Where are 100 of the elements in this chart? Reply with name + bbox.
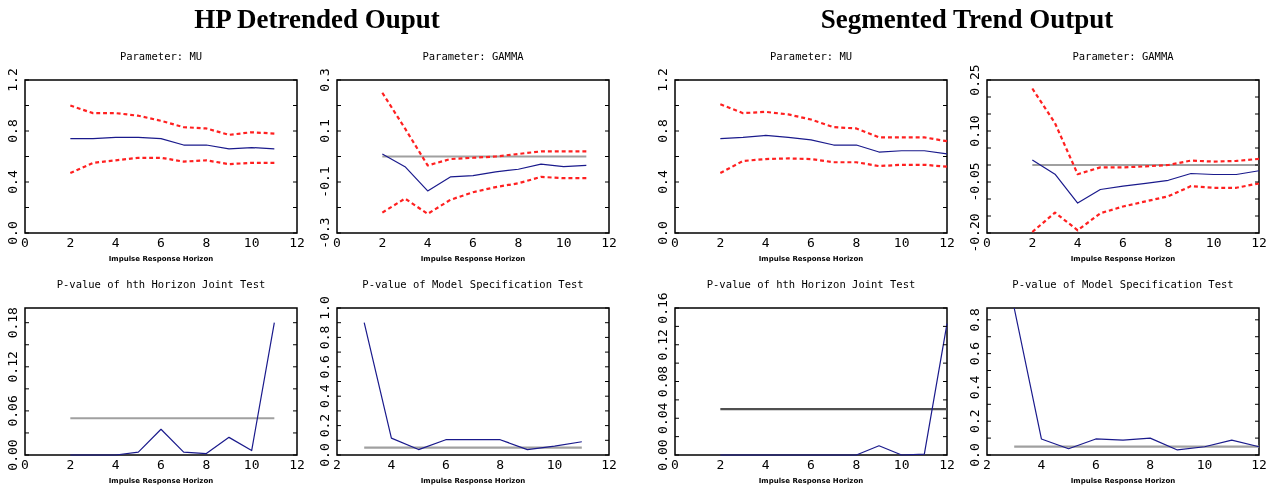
x-tick-label: 4 [1073,235,1082,250]
y-tick-label: 0.6 [967,341,982,366]
line-series [381,153,587,192]
x-tick-label: 10 [1196,457,1213,472]
y-tick-label: 0.12 [655,329,670,361]
x-tick-label: 6 [157,235,165,250]
x-tick-label: 6 [157,457,165,472]
y-tick-label: 0.0 [967,443,982,467]
x-tick-label: 10 [243,457,260,472]
y-tick-label: -0.05 [967,162,982,202]
y-tick-label: 0.00 [5,439,20,471]
x-tick-label: 2 [983,457,991,472]
line-series [719,103,949,143]
x-tick-label: 12 [1251,457,1267,472]
y-tick-label: 0.8 [655,119,670,143]
x-tick-label: 2 [716,235,725,250]
x-tick-label: 2 [66,457,75,472]
x-tick-label: 8 [202,457,211,472]
chart-title: Parameter: MU [769,50,853,62]
x-tick-label: 10 [1205,235,1222,250]
y-tick-label: 1.0 [317,296,332,320]
text: Segmented Trend Output [820,4,1114,34]
x-tick-label: 4 [111,235,120,250]
y-tick-label: 0.04 [655,402,670,434]
chart-title: P-value of hth Horizon Joint Test [706,278,916,290]
x-tick-label: 0 [671,235,679,250]
line-series [1031,87,1261,176]
y-tick-label: 0.4 [5,170,20,194]
chart-title: Parameter: MU [119,50,203,62]
x-tick-label: 6 [441,457,450,472]
line-series [69,156,276,175]
chart-title: P-value of Model Specification Test [362,278,584,290]
x-tick-label: 12 [601,235,617,250]
line-series [1031,159,1260,204]
y-tick-label: 0.4 [655,170,670,194]
x-tick-label: 4 [1037,457,1046,472]
y-tick-label: 0.06 [5,395,20,427]
line-series [1013,307,1260,451]
y-tick-label: 0.12 [5,351,20,383]
line-series [1031,182,1261,234]
x-tick-label: 0 [21,235,29,250]
y-tick-label: 0.16 [655,292,670,324]
y-tick-label: 0.8 [5,119,20,143]
y-tick-label: 1.2 [5,68,20,92]
y-tick-label: 0.10 [967,115,982,147]
x-tick-label: 12 [289,235,305,250]
chart-title: Parameter: GAMMA [422,50,525,62]
y-tick-label: 0.08 [655,365,670,398]
line-series [719,134,948,155]
y-tick-label: 0.00 [655,439,670,471]
x-tick-label: 6 [469,235,477,250]
y-tick-label: 0.0 [655,221,670,245]
line-series [719,323,948,456]
line-series [69,322,275,456]
y-tick-label: 0.4 [317,384,332,408]
x-tick-label: 8 [852,235,861,250]
chart-title: P-value of hth Horizon Joint Test [56,278,266,290]
y-tick-label: -0.20 [967,213,982,253]
y-tick-label: 0.2 [967,409,982,433]
y-tick-label: 0.0 [317,443,332,467]
x-tick-label: 2 [1028,235,1037,250]
x-tick-label: 0 [671,457,679,472]
x-tick-label: 8 [1146,457,1155,472]
x-tick-label: 4 [387,457,396,472]
x-tick-label: 2 [716,457,725,472]
x-tick-label: 10 [893,235,910,250]
y-tick-label: 0.1 [317,119,332,143]
line-series [69,104,276,136]
line-series [363,322,583,451]
y-tick-label: 0.8 [967,308,982,332]
x-tick-label: 2 [333,457,341,472]
text: HP Detrended Ouput [194,4,440,34]
x-tick-label: 2 [378,235,387,250]
x-tick-label: 8 [202,235,211,250]
x-tick-label: 12 [601,457,617,472]
x-tick-label: 12 [939,235,955,250]
y-tick-label: 0.25 [967,64,982,96]
x-tick-label: 6 [807,235,815,250]
x-tick-label: 8 [496,457,505,472]
x-tick-label: 10 [893,457,910,472]
x-tick-label: 4 [423,235,432,250]
x-tick-label: 2 [66,235,75,250]
x-tick-label: 12 [1251,235,1267,250]
x-tick-label: 6 [807,457,815,472]
x-tick-label: 8 [1164,235,1173,250]
x-tick-label: 10 [243,235,260,250]
x-tick-label: 4 [761,457,770,472]
x-tick-label: 6 [1119,235,1127,250]
y-tick-label: 0.6 [317,355,332,379]
x-tick-label: 4 [111,457,120,472]
line-series [69,136,275,150]
x-tick-label: 8 [514,235,523,250]
x-tick-label: 10 [546,457,563,472]
x-tick-label: 0 [983,235,991,250]
x-tick-label: 10 [555,235,572,250]
line-series [381,91,588,167]
x-tick-label: 12 [939,457,955,472]
line-series [719,157,949,175]
y-tick-label: -0.1 [317,166,332,198]
y-tick-label: 1.2 [655,68,670,92]
